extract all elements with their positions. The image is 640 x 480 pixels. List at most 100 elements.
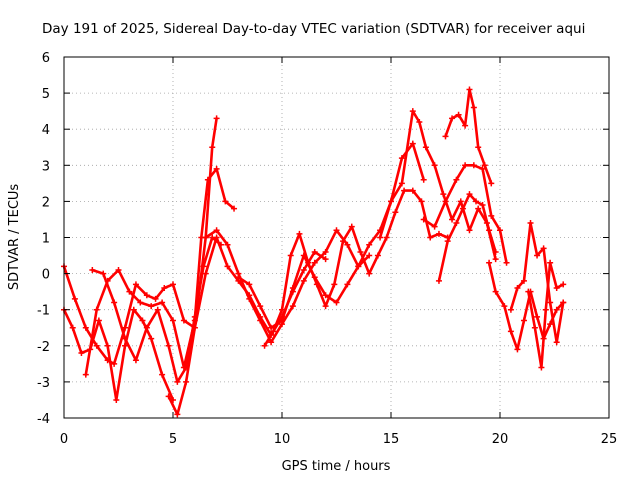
data-point <box>547 259 554 266</box>
series-line <box>62 308 175 402</box>
data-point <box>246 281 253 288</box>
series-sat-8 <box>261 187 451 349</box>
data-point <box>89 266 96 273</box>
data-point <box>492 256 499 263</box>
series-sat-11 <box>435 191 499 284</box>
series-sat-7 <box>235 140 427 331</box>
data-point <box>279 317 285 324</box>
y-tick-label: 2 <box>42 195 50 210</box>
data-point <box>366 241 373 248</box>
data-point <box>514 285 521 292</box>
data-point <box>466 86 473 93</box>
data-point <box>170 281 176 288</box>
data-point <box>322 292 329 299</box>
data-point <box>340 238 347 245</box>
data-point <box>459 205 466 212</box>
data-point <box>213 227 220 234</box>
data-point <box>479 202 486 209</box>
data-point <box>377 234 384 241</box>
data-point <box>93 342 100 349</box>
series-line <box>487 261 565 351</box>
chart-title: Day 191 of 2025, Sidereal Day-to-day VTE… <box>42 21 585 37</box>
data-point <box>311 248 318 255</box>
data-point <box>453 220 460 227</box>
data-point <box>492 288 499 295</box>
data-point <box>154 306 161 313</box>
data-point <box>409 187 416 194</box>
data-point <box>93 306 100 313</box>
data-point <box>287 252 294 259</box>
data-point <box>479 165 486 172</box>
data-point <box>486 227 493 234</box>
data-point <box>507 328 514 335</box>
data-point <box>416 118 423 125</box>
data-point <box>300 277 307 284</box>
data-point <box>444 238 451 245</box>
data-point <box>148 303 155 310</box>
data-point <box>462 122 469 129</box>
series-line <box>526 261 565 369</box>
data-point <box>139 317 146 324</box>
data-point <box>398 155 405 162</box>
data-point <box>174 411 181 418</box>
data-point <box>383 234 390 241</box>
data-point <box>420 176 427 183</box>
data-point <box>357 248 364 255</box>
y-tick-label: 6 <box>42 51 50 66</box>
series-sat-15 <box>525 259 567 371</box>
x-axis: 0 5 10 15 20 25 <box>60 57 617 447</box>
data-point <box>442 198 449 205</box>
data-point <box>279 306 285 313</box>
data-point <box>344 241 351 248</box>
data-point <box>420 216 427 223</box>
data-point <box>322 303 329 310</box>
x-tick-label: 15 <box>383 432 400 447</box>
data-point <box>440 191 447 198</box>
data-point <box>475 144 482 151</box>
x-tick-label: 0 <box>60 432 68 447</box>
series-sat-12 <box>442 86 495 187</box>
data-point <box>520 317 527 324</box>
data-point <box>268 324 275 331</box>
y-tick-label: -3 <box>37 376 50 391</box>
data-point <box>388 198 394 205</box>
data-point <box>111 360 118 367</box>
data-point <box>165 342 172 349</box>
data-point <box>366 270 373 277</box>
data-point <box>449 115 456 122</box>
data-point <box>270 328 277 335</box>
data-point <box>497 227 503 234</box>
data-point <box>296 230 303 237</box>
data-point <box>159 371 166 378</box>
data-point <box>115 266 122 273</box>
data-point <box>132 357 139 364</box>
series-sat-3 <box>82 165 238 378</box>
data-point <box>111 299 118 306</box>
data-point <box>525 288 532 295</box>
data-point <box>547 321 554 328</box>
series-sat-6 <box>202 227 373 346</box>
data-point <box>311 259 318 266</box>
data-point <box>305 259 312 266</box>
data-point <box>231 205 238 212</box>
data-point <box>553 285 560 292</box>
series-sat-9 <box>377 108 499 263</box>
data-point <box>113 396 120 403</box>
data-point <box>398 180 405 187</box>
series-line <box>204 229 371 344</box>
data-point <box>462 162 469 169</box>
data-point <box>268 339 275 346</box>
data-point <box>78 350 85 357</box>
data-point <box>213 165 220 172</box>
data-point <box>183 378 190 385</box>
data-point <box>547 299 554 306</box>
series-line <box>422 164 508 265</box>
data-point <box>170 317 176 324</box>
data-point <box>449 216 456 223</box>
data-point <box>246 295 253 302</box>
data-point <box>122 335 129 342</box>
grid <box>64 57 609 418</box>
data-point <box>82 371 89 378</box>
series-sat-10 <box>420 162 510 266</box>
